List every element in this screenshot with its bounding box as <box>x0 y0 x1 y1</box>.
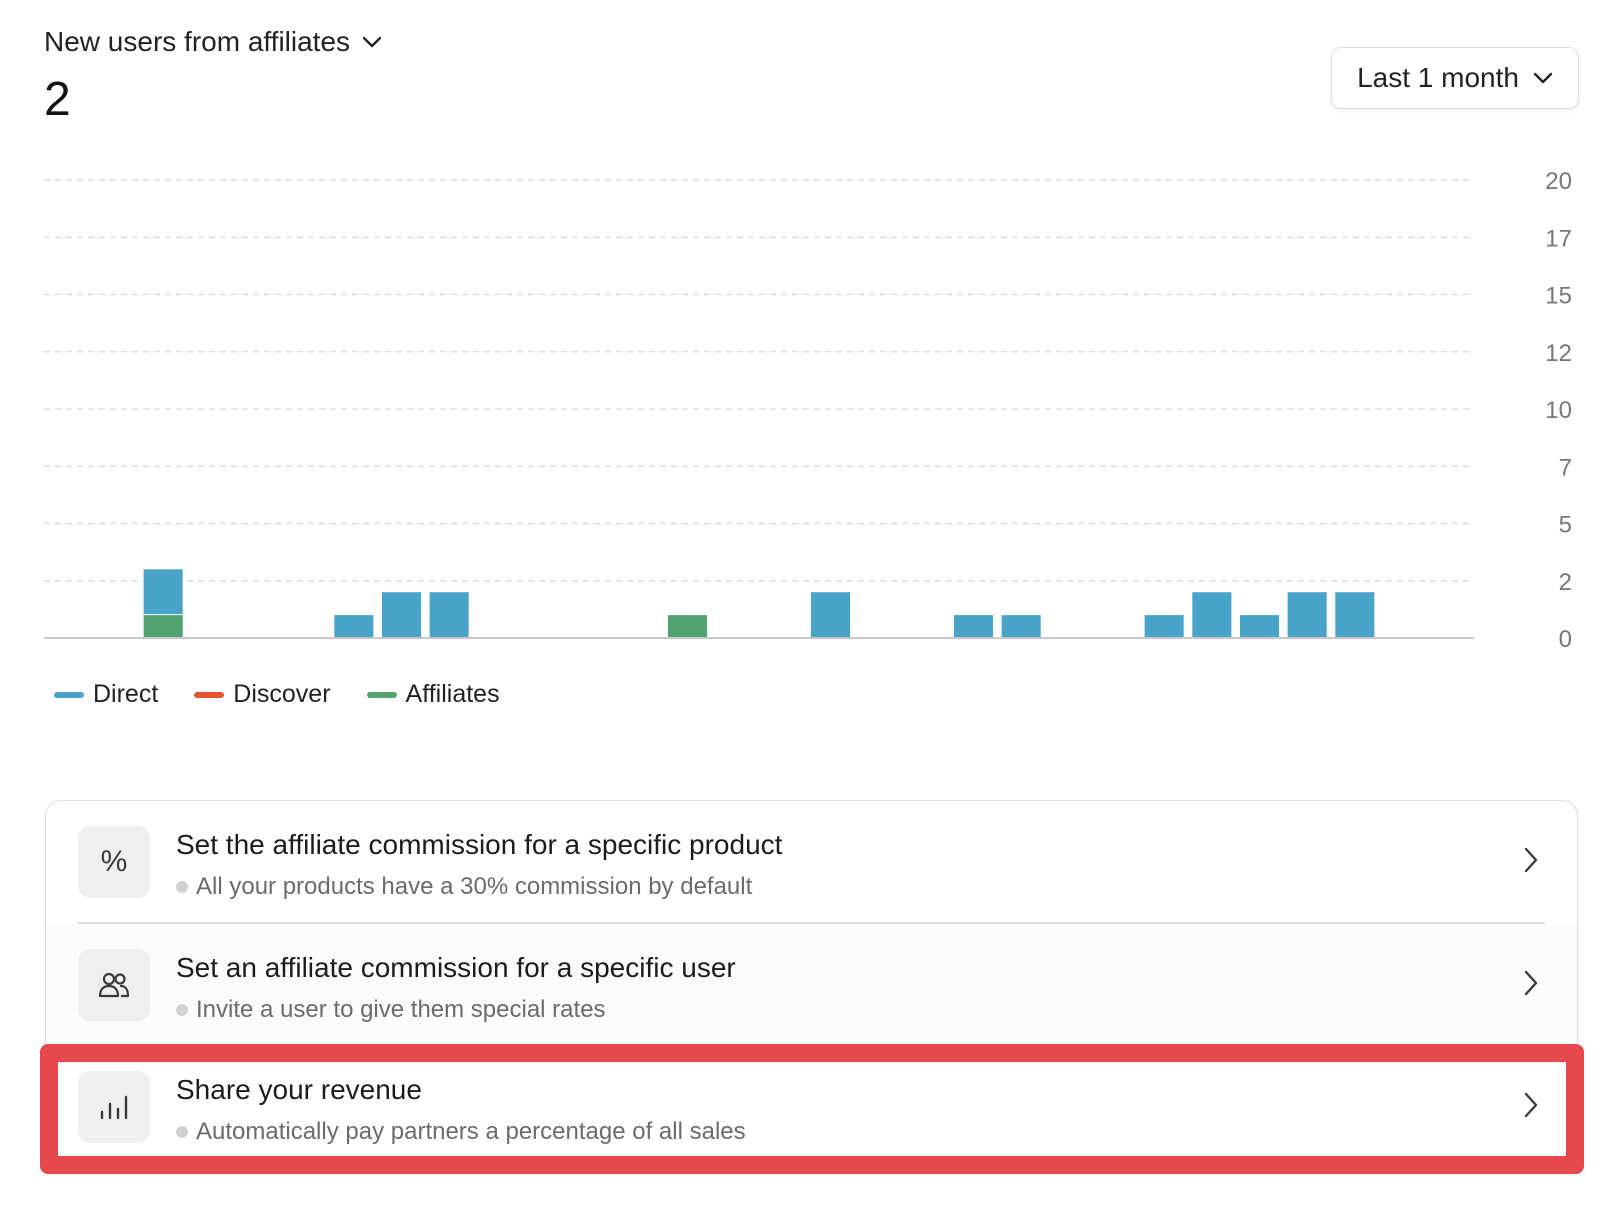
action-row-share-revenue[interactable]: Share your revenue Automatically pay par… <box>46 1046 1577 1164</box>
y-tick-label: 12 <box>1545 340 1572 367</box>
bar-chart-icon <box>78 1071 150 1143</box>
action-subtitle-wrap: All your products have a 30% commission … <box>176 873 752 901</box>
y-tick-label: 5 <box>1559 512 1572 539</box>
legend-swatch <box>366 691 397 698</box>
action-subtitle: Automatically pay partners a percentage … <box>196 1118 746 1145</box>
users-icon <box>78 949 150 1021</box>
status-dot <box>176 1004 188 1016</box>
bar-affiliates-14[interactable] <box>667 615 708 637</box>
percent-icon: % <box>78 826 150 898</box>
metric-label: New users from affiliates <box>44 26 351 57</box>
bar-direct-9[interactable] <box>429 592 469 637</box>
legend-swatch <box>194 691 225 698</box>
legend-item-discover[interactable]: Discover <box>194 680 331 709</box>
bar-affiliates-3[interactable] <box>143 615 183 637</box>
action-subtitle: All your products have a 30% commission … <box>196 873 753 900</box>
chevron-down-icon <box>362 36 382 48</box>
legend-item-direct[interactable]: Direct <box>54 680 158 709</box>
y-tick-label: 15 <box>1545 283 1572 310</box>
chevron-right-icon <box>1524 847 1538 873</box>
y-tick-label: 0 <box>1559 626 1572 650</box>
status-dot <box>176 1126 188 1138</box>
chart-legend: Direct Discover Affiliates <box>54 680 500 709</box>
bar-direct-27[interactable] <box>1287 592 1327 637</box>
affiliate-actions-list: % Set the affiliate commission for a spe… <box>45 800 1578 1165</box>
action-subtitle-wrap: Invite a user to give them special rates <box>176 996 606 1024</box>
action-row-product-commission[interactable]: % Set the affiliate commission for a spe… <box>46 801 1577 923</box>
chevron-right-icon <box>1524 970 1538 996</box>
action-title: Set an affiliate commission for a specif… <box>176 952 736 983</box>
bar-direct-3[interactable] <box>143 569 183 615</box>
bar-direct-8[interactable] <box>381 592 422 637</box>
bar-direct-26[interactable] <box>1239 615 1280 637</box>
y-tick-label: 7 <box>1559 454 1572 481</box>
bar-direct-7[interactable] <box>334 615 374 637</box>
action-row-user-commission[interactable]: Set an affiliate commission for a specif… <box>46 924 1577 1046</box>
metric-selector[interactable]: New users from affiliates <box>44 26 382 58</box>
bar-direct-17[interactable] <box>810 592 851 637</box>
status-dot <box>176 881 188 893</box>
bar-direct-28[interactable] <box>1335 592 1375 637</box>
action-title: Share your revenue <box>176 1074 422 1105</box>
bar-direct-25[interactable] <box>1192 592 1232 637</box>
action-subtitle-wrap: Automatically pay partners a percentage … <box>176 1118 746 1146</box>
row-divider <box>78 922 1545 924</box>
y-tick-label: 10 <box>1545 397 1572 424</box>
bar-direct-24[interactable] <box>1144 615 1184 637</box>
chevron-right-icon <box>1524 1092 1538 1118</box>
legend-label: Direct <box>93 680 159 708</box>
legend-item-affiliates[interactable]: Affiliates <box>366 680 500 709</box>
date-range-label: Last 1 month <box>1357 62 1519 93</box>
bar-direct-21[interactable] <box>1001 615 1041 637</box>
y-tick-label: 2 <box>1559 569 1572 596</box>
action-title: Set the affiliate commission for a speci… <box>176 829 783 860</box>
y-tick-label: 17 <box>1545 225 1572 252</box>
legend-label: Affiliates <box>405 680 500 708</box>
date-range-dropdown[interactable]: Last 1 month <box>1331 47 1579 109</box>
y-tick-label: 20 <box>1545 168 1572 195</box>
bar-direct-20[interactable] <box>953 615 994 637</box>
chevron-down-icon <box>1533 72 1553 84</box>
legend-label: Discover <box>233 680 331 708</box>
metric-value: 2 <box>44 73 71 126</box>
legend-swatch <box>54 691 84 698</box>
action-subtitle: Invite a user to give them special rates <box>196 996 606 1023</box>
